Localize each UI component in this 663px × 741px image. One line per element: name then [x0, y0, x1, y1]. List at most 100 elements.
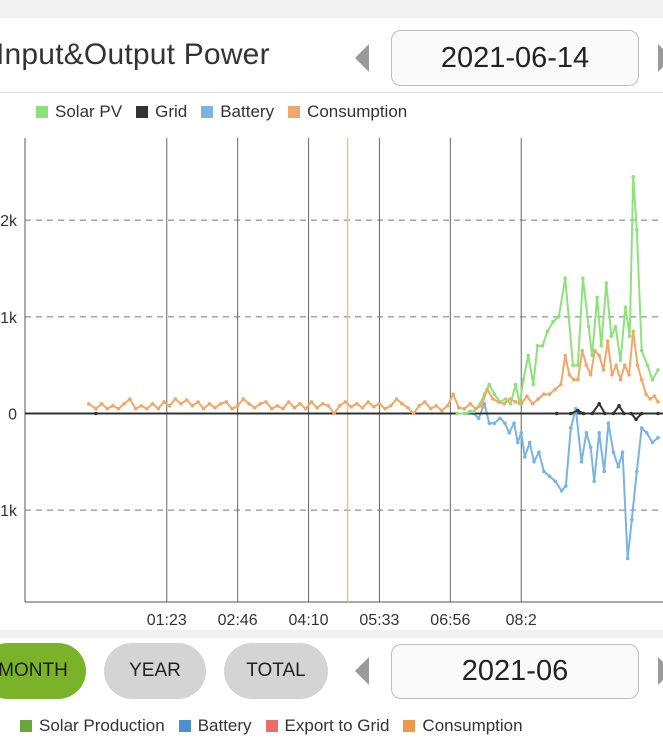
data-point: [557, 315, 561, 319]
data-point: [597, 402, 601, 406]
data-point: [597, 353, 601, 358]
data-point: [503, 397, 508, 401]
data-point: [281, 406, 285, 411]
legend-item-battery-bottom[interactable]: Battery: [178, 716, 252, 736]
legend-label: Consumption: [307, 102, 408, 121]
legend-item-battery[interactable]: Battery: [201, 102, 274, 122]
data-point: [258, 402, 263, 406]
data-point: [201, 406, 206, 411]
legend-item-consumption[interactable]: Consumption: [288, 102, 407, 122]
data-point: [360, 405, 365, 410]
data-point: [315, 405, 319, 410]
data-point: [622, 411, 626, 416]
data-point: [553, 387, 557, 392]
data-point: [156, 406, 161, 411]
data-point: [309, 400, 314, 404]
data-point: [576, 408, 580, 413]
data-point: [635, 469, 639, 474]
data-point: [617, 404, 621, 408]
data-point: [150, 402, 155, 406]
data-point: [411, 411, 416, 416]
data-point: [491, 397, 495, 401]
next-month-arrow-icon[interactable]: [658, 657, 663, 685]
data-point: [496, 400, 501, 404]
y-tick-label: 2k: [0, 213, 18, 230]
data-point: [116, 406, 121, 411]
month-selector[interactable]: 2021-06: [391, 644, 639, 699]
legend-swatch: [265, 720, 278, 732]
data-point: [601, 368, 606, 372]
data-point: [540, 344, 545, 348]
y-tick-label: -1k: [0, 503, 18, 520]
power-chart[interactable]: 01:23 02:46 04:10 05:33 06:56 08:2 2k 1k 0 -1k: [0, 128, 663, 628]
data-point: [639, 348, 644, 353]
data-point: [389, 404, 393, 408]
data-point: [542, 469, 546, 474]
data-point: [487, 382, 492, 387]
data-point: [656, 411, 660, 416]
data-point: [133, 406, 138, 411]
data-point: [471, 409, 476, 414]
data-point: [613, 324, 618, 329]
data-point: [111, 404, 115, 408]
data-point: [576, 363, 580, 367]
data-point: [298, 402, 302, 406]
data-point: [423, 400, 427, 404]
data-point: [579, 460, 584, 464]
data-point: [602, 469, 606, 474]
series-consumption: [88, 330, 659, 415]
data-point: [656, 435, 660, 440]
data-point: [542, 392, 546, 397]
next-day-arrow-icon[interactable]: [658, 44, 663, 72]
total-button[interactable]: TOTAL: [224, 643, 328, 699]
data-point: [196, 400, 200, 404]
data-point: [468, 402, 473, 406]
data-point: [513, 382, 518, 387]
prev-day-arrow-icon[interactable]: [355, 44, 369, 72]
data-point: [588, 445, 593, 450]
y-tick-label: 0: [8, 407, 17, 424]
data-point: [545, 329, 550, 334]
data-point: [332, 411, 336, 416]
x-tick-label: 06:56: [430, 612, 470, 628]
prev-month-arrow-icon[interactable]: [355, 657, 369, 685]
page-title: Input&Output Power: [0, 38, 270, 71]
legend-item-consumption-bottom[interactable]: Consumption: [403, 716, 523, 736]
date-selector[interactable]: 2021-06-14: [391, 30, 639, 86]
legend-swatch: [136, 106, 149, 118]
data-point: [213, 405, 217, 410]
data-point: [94, 406, 98, 411]
legend-label: Battery: [197, 716, 252, 735]
data-point: [162, 400, 166, 404]
data-point: [614, 363, 618, 367]
data-point: [569, 426, 573, 430]
data-point: [535, 344, 540, 348]
legend-item-solar-pv[interactable]: Solar PV: [36, 102, 122, 122]
legend-item-grid[interactable]: Grid: [136, 102, 187, 122]
data-point: [527, 440, 532, 445]
data-point: [286, 400, 291, 404]
data-point: [625, 556, 630, 561]
data-point: [593, 348, 597, 353]
data-point: [635, 228, 639, 232]
data-point: [639, 411, 644, 416]
month-button[interactable]: MONTH: [0, 643, 86, 699]
data-point: [652, 394, 657, 398]
data-point: [487, 421, 492, 426]
divider: [0, 92, 663, 93]
data-point: [631, 329, 635, 334]
data-point: [584, 431, 589, 435]
data-point: [547, 392, 552, 397]
data-point: [87, 402, 91, 406]
data-point: [320, 402, 325, 406]
data-point: [383, 406, 387, 411]
legend-item-export-to-grid[interactable]: Export to Grid: [265, 716, 389, 736]
data-point: [455, 411, 460, 416]
data-point: [184, 398, 189, 402]
year-button[interactable]: YEAR: [104, 643, 206, 699]
series-battery: [464, 402, 659, 560]
data-point: [571, 377, 576, 382]
legend-item-solar-production[interactable]: Solar Production: [20, 716, 165, 736]
data-point: [519, 402, 523, 406]
data-point: [507, 431, 512, 435]
